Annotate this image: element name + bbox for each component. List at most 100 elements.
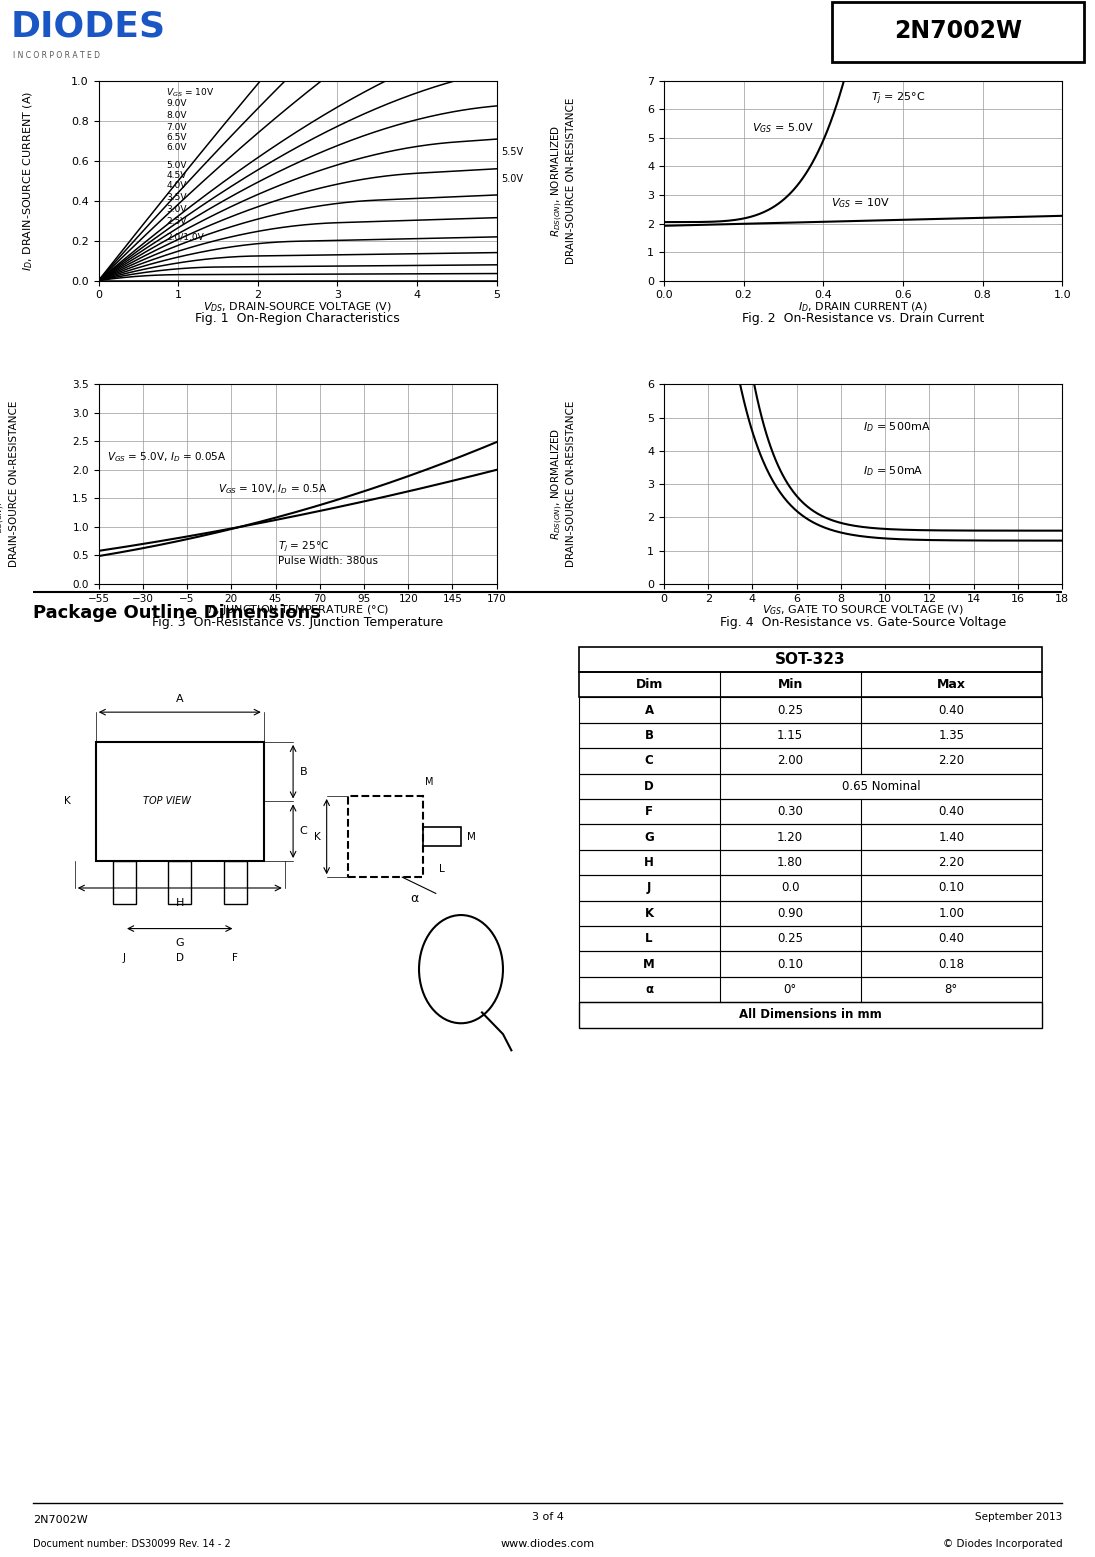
Text: G: G bbox=[175, 939, 184, 948]
Bar bbox=[578, 749, 1042, 774]
Bar bbox=[578, 1003, 1042, 1028]
Text: $V_{GS}$ = 5.0V: $V_{GS}$ = 5.0V bbox=[751, 121, 814, 134]
Bar bbox=[113, 861, 136, 905]
Text: H: H bbox=[644, 856, 654, 869]
Text: Max: Max bbox=[937, 679, 966, 691]
Text: $I_D$ = 50mA: $I_D$ = 50mA bbox=[863, 464, 923, 478]
X-axis label: $V_{DS}$, DRAIN-SOURCE VOLTAGE (V): $V_{DS}$, DRAIN-SOURCE VOLTAGE (V) bbox=[204, 301, 392, 315]
Text: Fig. 4  On-Resistance vs. Gate-Source Voltage: Fig. 4 On-Resistance vs. Gate-Source Vol… bbox=[719, 617, 1006, 629]
Text: α: α bbox=[411, 892, 419, 905]
Y-axis label: $R_{DS(ON)}$, NORMALIZED
DRAIN-SOURCE ON-RESISTANCE: $R_{DS(ON)}$, NORMALIZED DRAIN-SOURCE ON… bbox=[550, 400, 576, 567]
Text: $V_{GS}$ = 10V: $V_{GS}$ = 10V bbox=[831, 196, 890, 210]
Text: M: M bbox=[425, 777, 434, 788]
Text: $V_{GS}$ = 10V: $V_{GS}$ = 10V bbox=[166, 87, 215, 100]
Text: $T_j$ = 25°C: $T_j$ = 25°C bbox=[871, 90, 925, 107]
Text: K: K bbox=[645, 906, 654, 920]
Text: 3 of 4: 3 of 4 bbox=[531, 1512, 564, 1521]
Text: 6.5V: 6.5V bbox=[166, 132, 187, 142]
Text: 0.90: 0.90 bbox=[777, 906, 803, 920]
Text: B: B bbox=[299, 766, 307, 777]
Text: F: F bbox=[232, 953, 239, 962]
Y-axis label: $I_D$, DRAIN-SOURCE CURRENT (A): $I_D$, DRAIN-SOURCE CURRENT (A) bbox=[21, 90, 35, 271]
Text: 0.10: 0.10 bbox=[938, 881, 965, 894]
Bar bbox=[223, 861, 246, 905]
Bar bbox=[578, 825, 1042, 850]
Text: C: C bbox=[299, 827, 307, 836]
Text: F: F bbox=[645, 805, 653, 819]
Y-axis label: $R_{DS(ON)}$, NORMALIZED
DRAIN-SOURCE ON-RESISTANCE: $R_{DS(ON)}$, NORMALIZED DRAIN-SOURCE ON… bbox=[0, 400, 19, 567]
Text: $V_{GS}$ = 10V, $I_D$ = 0.5A: $V_{GS}$ = 10V, $I_D$ = 0.5A bbox=[218, 483, 327, 495]
Text: 0.25: 0.25 bbox=[777, 704, 803, 716]
Text: 6.0V: 6.0V bbox=[166, 143, 187, 153]
Text: Fig. 2  On-Resistance vs. Drain Current: Fig. 2 On-Resistance vs. Drain Current bbox=[742, 313, 984, 325]
Text: 8°: 8° bbox=[945, 982, 958, 996]
Text: © Diodes Incorporated: © Diodes Incorporated bbox=[943, 1538, 1062, 1549]
Text: 0.40: 0.40 bbox=[938, 704, 965, 716]
Bar bbox=[96, 743, 264, 861]
X-axis label: $T_J$, JUNCTION TEMPERATURE (°C): $T_J$, JUNCTION TEMPERATURE (°C) bbox=[206, 604, 390, 620]
Text: Package Outline Dimensions: Package Outline Dimensions bbox=[33, 604, 321, 623]
Text: 1.15: 1.15 bbox=[777, 729, 804, 743]
Bar bbox=[578, 926, 1042, 951]
Y-axis label: $R_{DS(ON)}$, NORMALIZED
DRAIN-SOURCE ON-RESISTANCE: $R_{DS(ON)}$, NORMALIZED DRAIN-SOURCE ON… bbox=[550, 98, 576, 265]
Text: 1.80: 1.80 bbox=[777, 856, 803, 869]
Bar bbox=[578, 673, 1042, 698]
Text: 9.0V: 9.0V bbox=[166, 100, 187, 107]
Text: 1.20: 1.20 bbox=[777, 830, 804, 844]
Text: www.diodes.com: www.diodes.com bbox=[500, 1538, 595, 1549]
Text: A: A bbox=[176, 694, 184, 704]
Text: 0°: 0° bbox=[784, 982, 797, 996]
Bar bbox=[578, 698, 1042, 722]
Text: I N C O R P O R A T E D: I N C O R P O R A T E D bbox=[13, 51, 100, 61]
Text: L: L bbox=[645, 933, 653, 945]
X-axis label: $I_D$, DRAIN CURRENT (A): $I_D$, DRAIN CURRENT (A) bbox=[798, 301, 927, 315]
Text: 3.5V: 3.5V bbox=[166, 193, 187, 202]
Text: M: M bbox=[643, 958, 655, 970]
Text: 0.0: 0.0 bbox=[781, 881, 799, 894]
Text: B: B bbox=[645, 729, 654, 743]
Text: $T_j$ = 25°C
Pulse Width: 380us: $T_j$ = 25°C Pulse Width: 380us bbox=[278, 540, 378, 565]
Text: α: α bbox=[645, 982, 654, 996]
Text: J: J bbox=[647, 881, 652, 894]
Bar bbox=[578, 799, 1042, 825]
Text: Min: Min bbox=[777, 679, 803, 691]
Text: 5.0V: 5.0V bbox=[500, 174, 522, 184]
Text: 4.5V: 4.5V bbox=[166, 171, 186, 179]
Text: 1.35: 1.35 bbox=[938, 729, 965, 743]
Text: M: M bbox=[468, 831, 476, 842]
Text: L: L bbox=[439, 864, 445, 873]
Text: $V_{GS}$ = 5.0V, $I_D$ = 0.05A: $V_{GS}$ = 5.0V, $I_D$ = 0.05A bbox=[106, 450, 226, 464]
Text: 2.20: 2.20 bbox=[938, 856, 965, 869]
Text: 2N7002W: 2N7002W bbox=[33, 1515, 88, 1526]
Text: 2N7002W: 2N7002W bbox=[895, 19, 1022, 44]
Text: 7.0V: 7.0V bbox=[166, 123, 187, 132]
Text: 0.18: 0.18 bbox=[938, 958, 965, 970]
Text: 0.65 Nominal: 0.65 Nominal bbox=[841, 780, 920, 793]
Bar bbox=[578, 774, 1042, 799]
Text: 5.5V: 5.5V bbox=[500, 146, 522, 157]
Text: 5.0V: 5.0V bbox=[166, 160, 187, 170]
Text: K: K bbox=[313, 831, 321, 842]
Text: 0.10: 0.10 bbox=[777, 958, 803, 970]
Bar bbox=[423, 827, 461, 845]
Text: 1.40: 1.40 bbox=[938, 830, 965, 844]
Text: 2.00: 2.00 bbox=[777, 755, 803, 768]
Bar bbox=[578, 646, 1042, 673]
Text: TOP VIEW: TOP VIEW bbox=[143, 797, 192, 807]
Text: $I_D$ = 500mA: $I_D$ = 500mA bbox=[863, 420, 931, 434]
Text: 2.0/1.0V: 2.0/1.0V bbox=[166, 232, 204, 241]
Text: 0.40: 0.40 bbox=[938, 805, 965, 819]
Text: September 2013: September 2013 bbox=[975, 1512, 1062, 1521]
Text: 0.40: 0.40 bbox=[938, 933, 965, 945]
X-axis label: $V_{GS}$, GATE TO SOURCE VOLTAGE (V): $V_{GS}$, GATE TO SOURCE VOLTAGE (V) bbox=[762, 604, 964, 618]
Text: Dim: Dim bbox=[635, 679, 662, 691]
Text: K: K bbox=[64, 797, 70, 807]
Text: All Dimensions in mm: All Dimensions in mm bbox=[739, 1009, 881, 1021]
Text: J: J bbox=[123, 953, 126, 962]
Text: Fig. 1  On-Region Characteristics: Fig. 1 On-Region Characteristics bbox=[195, 313, 400, 325]
Bar bbox=[347, 796, 423, 877]
Text: 1.00: 1.00 bbox=[938, 906, 965, 920]
Text: 0.25: 0.25 bbox=[777, 933, 803, 945]
Bar bbox=[578, 976, 1042, 1003]
Bar bbox=[578, 875, 1042, 900]
